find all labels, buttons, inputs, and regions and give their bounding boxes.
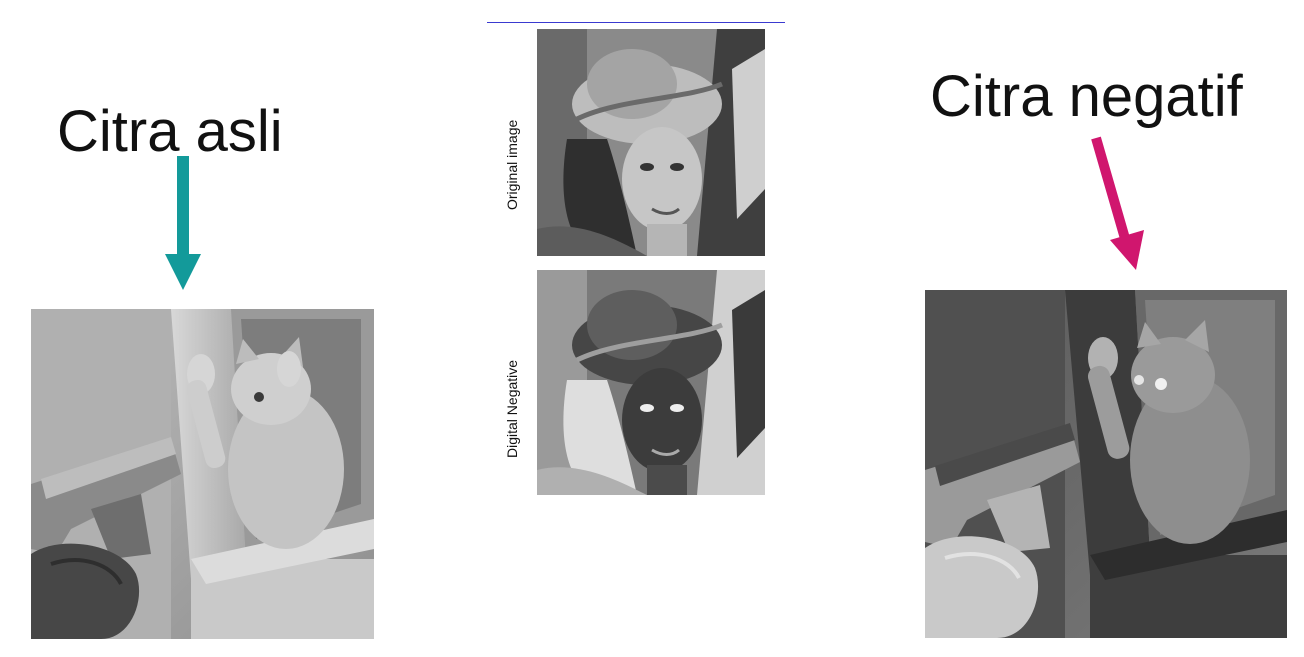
cat-original-photo (31, 309, 374, 639)
portrait-original-photo (537, 29, 765, 256)
original-image-caption: Original image (504, 119, 520, 210)
arrow-down-icon (165, 156, 201, 290)
digital-negative-caption: Digital Negative (504, 359, 520, 458)
top-rule (487, 22, 785, 23)
portrait-negative-photo (537, 270, 765, 495)
arrow-down-icon (1091, 136, 1144, 270)
original-image-label: Citra asli (57, 99, 283, 164)
negative-image-label: Citra negatif (930, 64, 1243, 129)
cat-negative-photo (925, 290, 1287, 638)
